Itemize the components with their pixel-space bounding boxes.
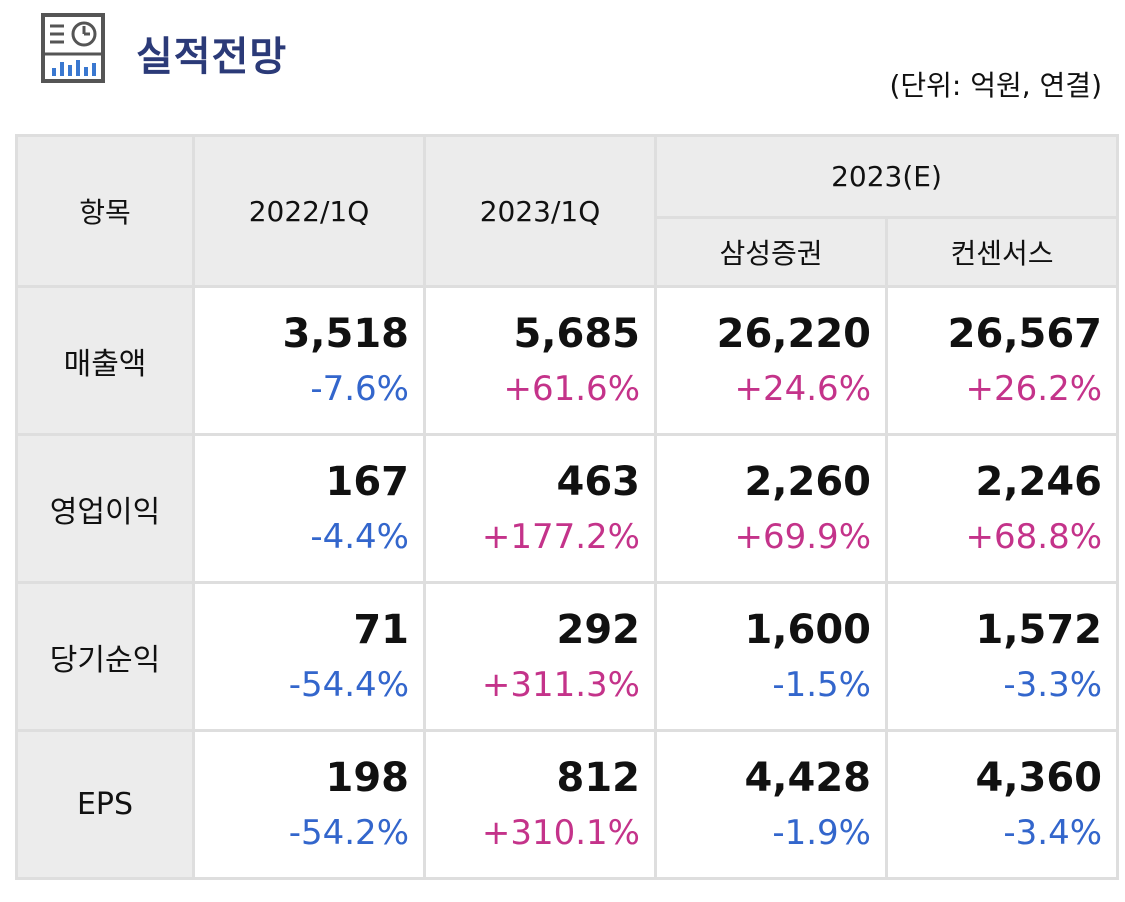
header-2023e: 2023(E) <box>653 134 1120 219</box>
change: -4.4% <box>310 516 409 557</box>
value-cell: 5,685 +61.6% <box>423 285 657 436</box>
value-cell: 292 +311.3% <box>423 581 657 732</box>
value: 71 <box>353 606 409 653</box>
header-2022q1: 2022/1Q <box>192 134 426 288</box>
value: 198 <box>325 754 410 801</box>
value: 1,600 <box>744 606 871 653</box>
value: 167 <box>325 458 410 505</box>
header-2023q1: 2023/1Q <box>423 134 657 288</box>
change: +61.6% <box>503 368 641 409</box>
page-header: 실적전망 (단위: 억원, 연결) <box>40 12 1110 102</box>
change: -1.9% <box>772 812 871 853</box>
value: 463 <box>556 458 641 505</box>
value-cell: 167 -4.4% <box>192 433 426 584</box>
table-row: 매출액 3,518 -7.6% 5,685 +61.6% 26,220 +24.6% … <box>15 285 1120 436</box>
change: +26.2% <box>965 368 1103 409</box>
change: -3.4% <box>1003 812 1103 853</box>
value-cell: 198 -54.2% <box>192 729 426 880</box>
change: -1.5% <box>772 664 871 705</box>
value: 4,360 <box>975 754 1103 801</box>
value-cell: 2,260 +69.9% <box>654 433 888 584</box>
table-row: EPS 198 -54.2% 812 +310.1% 4,428 -1.9% 4,36… <box>15 729 1120 880</box>
change: +68.8% <box>965 516 1103 557</box>
row-label: 매출액 <box>15 285 195 436</box>
row-label: 당기순익 <box>15 581 195 732</box>
header-consensus: 컨센서스 <box>884 216 1120 288</box>
value: 2,246 <box>975 458 1103 505</box>
value: 4,428 <box>744 754 871 801</box>
header-item: 항목 <box>15 134 195 288</box>
value: 26,220 <box>716 310 871 357</box>
value-cell: 812 +310.1% <box>423 729 657 880</box>
value-cell: 1,600 -1.5% <box>654 581 888 732</box>
page-title: 실적전망 <box>136 34 288 80</box>
value: 3,518 <box>282 310 409 357</box>
value: 5,685 <box>513 310 640 357</box>
change: +311.3% <box>481 664 640 705</box>
table-row: 당기순익 71 -54.4% 292 +311.3% 1,600 -1.5% 1,57… <box>15 581 1120 732</box>
table-row: 영업이익 167 -4.4% 463 +177.2% 2,260 +69.9% 2,2… <box>15 433 1120 584</box>
value-cell: 463 +177.2% <box>423 433 657 584</box>
change: +24.6% <box>734 368 872 409</box>
value-cell: 4,428 -1.9% <box>654 729 888 880</box>
value: 292 <box>556 606 641 653</box>
report-chart-icon <box>41 13 105 83</box>
value: 812 <box>556 754 641 801</box>
value-cell: 2,246 +68.8% <box>884 433 1120 584</box>
unit-note: (단위: 억원, 연결) <box>889 69 1102 102</box>
change: -54.4% <box>288 664 409 705</box>
value-cell: 3,518 -7.6% <box>192 285 426 436</box>
value-cell: 1,572 -3.3% <box>884 581 1120 732</box>
value-cell: 26,567 +26.2% <box>884 285 1120 436</box>
change: +69.9% <box>734 516 872 557</box>
value: 1,572 <box>975 606 1103 653</box>
value: 2,260 <box>744 458 871 505</box>
earnings-table: 항목 2022/1Q 2023/1Q 2023(E) 삼성증권 컨센서스 매출액… <box>15 134 1120 880</box>
value-cell: 71 -54.4% <box>192 581 426 732</box>
value-cell: 26,220 +24.6% <box>654 285 888 436</box>
value: 26,567 <box>947 310 1103 357</box>
change: +177.2% <box>481 516 640 557</box>
change: +310.1% <box>481 812 640 853</box>
value-cell: 4,360 -3.4% <box>884 729 1120 880</box>
row-label: 영업이익 <box>15 433 195 584</box>
row-label: EPS <box>15 729 195 880</box>
change: -7.6% <box>310 368 409 409</box>
header-samsung: 삼성증권 <box>654 216 888 288</box>
change: -3.3% <box>1003 664 1103 705</box>
change: -54.2% <box>288 812 409 853</box>
